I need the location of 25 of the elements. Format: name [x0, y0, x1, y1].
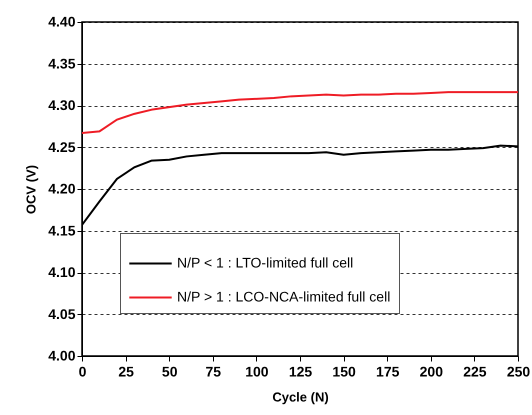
x-tick-label: 175	[376, 364, 400, 380]
x-tick-label: 0	[78, 364, 87, 380]
y-tick-label: 4.05	[48, 306, 76, 322]
x-tick-label: 150	[332, 364, 356, 380]
x-tick-label: 75	[206, 364, 222, 380]
y-tick-label: 4.15	[48, 222, 76, 238]
x-tick-label: 250	[506, 364, 530, 380]
x-tick-label: 100	[245, 364, 269, 380]
y-tick-label: 4.00	[48, 348, 76, 364]
x-tick-label: 25	[118, 364, 134, 380]
y-tick-label: 4.35	[48, 55, 76, 72]
x-tick-label: 200	[420, 364, 444, 380]
line-series	[82, 91, 518, 134]
y-tick-label: 4.10	[48, 264, 76, 280]
legend-label: N/P > 1 : LCO-NCA-limited full cell	[177, 288, 390, 304]
y-tick-label: 4.30	[48, 97, 76, 113]
y-axis-title: OCV (V)	[23, 164, 38, 214]
y-tick-label: 4.40	[48, 14, 76, 30]
x-tick-label: 50	[162, 364, 178, 380]
y-tick-label: 4.25	[48, 138, 76, 155]
legend-label: N/P < 1 : LTO-limited full cell	[177, 254, 354, 270]
x-tick-label: 125	[288, 364, 312, 380]
x-axis-title: Cycle (N)	[272, 390, 329, 404]
y-tick-label: 4.20	[48, 180, 76, 196]
x-tick-label: 225	[463, 364, 487, 380]
